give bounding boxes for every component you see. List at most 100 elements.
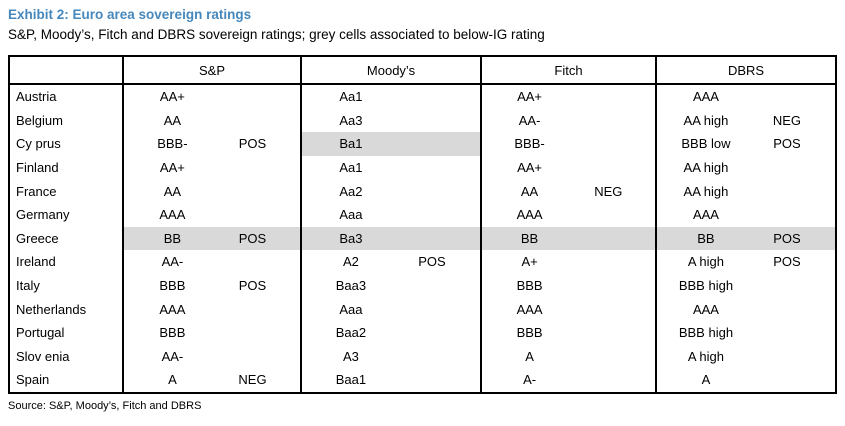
rating-value: AA bbox=[163, 183, 182, 199]
agency-cell: AA+ bbox=[480, 85, 655, 109]
agency-cell: Aa1 bbox=[300, 85, 480, 109]
rating-value: BBB high bbox=[678, 325, 734, 341]
rating-value: Aa2 bbox=[339, 183, 363, 199]
outlook-value: NEG bbox=[594, 183, 623, 199]
rating-value: Ba3 bbox=[339, 230, 363, 246]
agency-cell: AAA bbox=[655, 202, 835, 227]
rating-value: AAA bbox=[516, 207, 543, 223]
country-cell: Netherlands bbox=[16, 301, 87, 317]
country-cell: Cy prus bbox=[16, 136, 61, 152]
rating-value: AAA bbox=[692, 89, 719, 105]
outlook-value: POS bbox=[418, 254, 446, 270]
agency-cell: AAA bbox=[122, 202, 300, 227]
rating-value: Baa3 bbox=[335, 278, 367, 294]
rating-value: A3 bbox=[342, 348, 359, 364]
agency-cell: Baa1 bbox=[300, 368, 480, 392]
agency-cell: AA- bbox=[480, 108, 655, 133]
outlook-value: NEG bbox=[772, 112, 802, 128]
agency-cell: BBB high bbox=[655, 273, 835, 298]
country-cell: Slov enia bbox=[16, 348, 70, 364]
table-row: Ireland AA- A2 POS A+ A high POS bbox=[10, 250, 835, 274]
agency-cell: AA NEG bbox=[480, 179, 655, 203]
agency-cell: A- bbox=[480, 368, 655, 392]
agency-cell: BBB low POS bbox=[655, 132, 835, 156]
rating-value: AA high bbox=[683, 183, 729, 199]
agency-cell: Ba1 bbox=[300, 132, 480, 156]
table-row: Spain A NEG Baa1 A- A bbox=[10, 368, 835, 392]
agency-cell: BB bbox=[480, 226, 655, 251]
rating-value: BBB bbox=[516, 278, 543, 294]
rating-value: BBB low bbox=[681, 136, 731, 152]
table-body: Austria AA+ Aa1 AA+ AAA Belgium AA Aa3 A… bbox=[10, 85, 835, 392]
agency-cell: AA bbox=[122, 108, 300, 133]
agency-cell: BBB bbox=[480, 273, 655, 298]
agency-cell: A bbox=[480, 344, 655, 369]
rating-value: AAA bbox=[159, 301, 186, 317]
rating-value: A high bbox=[687, 348, 725, 364]
outlook-value: POS bbox=[238, 136, 267, 152]
rating-value: Baa2 bbox=[335, 325, 367, 341]
country-cell: Ireland bbox=[16, 254, 56, 270]
agency-cell: BB POS bbox=[122, 226, 300, 251]
agency-cell: AAA bbox=[655, 297, 835, 321]
source-note: Source: S&P, Moody’s, Fitch and DBRS bbox=[8, 400, 202, 412]
agency-cell: Baa3 bbox=[300, 273, 480, 298]
agency-cell: AA- bbox=[122, 250, 300, 274]
outlook-value: POS bbox=[773, 254, 801, 270]
rating-value: A- bbox=[523, 372, 537, 388]
rating-value: A bbox=[701, 372, 711, 388]
agency-cell: AA high bbox=[655, 179, 835, 203]
rating-value: Baa1 bbox=[335, 372, 367, 388]
agency-cell: AAA bbox=[655, 85, 835, 109]
rating-value: A high bbox=[687, 254, 725, 270]
agency-cell: AA- bbox=[122, 344, 300, 369]
country-cell: Greece bbox=[16, 230, 59, 246]
rating-value: A+ bbox=[521, 254, 538, 270]
outlook-value: POS bbox=[773, 136, 801, 152]
outlook-value: POS bbox=[238, 230, 267, 246]
rating-value: BBB bbox=[159, 325, 186, 341]
agency-cell: A high bbox=[655, 344, 835, 369]
rating-value: Ba1 bbox=[339, 136, 363, 152]
country-cell: Portugal bbox=[16, 325, 65, 341]
rating-value: AA+ bbox=[159, 160, 185, 176]
rating-value: BBB high bbox=[678, 278, 734, 294]
agency-cell: A NEG bbox=[122, 368, 300, 392]
agency-cell: A2 POS bbox=[300, 250, 480, 274]
column-header-moodys: Moody’s bbox=[300, 57, 480, 84]
agency-cell: A bbox=[655, 368, 835, 392]
page-title: Exhibit 2: Euro area sovereign ratings bbox=[8, 7, 252, 22]
table-row: France AA Aa2 AA NEG AA high bbox=[10, 179, 835, 203]
agency-cell: AA+ bbox=[480, 155, 655, 180]
page-subtitle: S&P, Moody’s, Fitch and DBRS sovereign r… bbox=[8, 27, 545, 42]
country-cell: Austria bbox=[16, 89, 57, 105]
rating-value: Aaa bbox=[339, 301, 363, 317]
rating-value: Aa1 bbox=[339, 89, 363, 105]
country-cell: Belgium bbox=[16, 112, 63, 128]
rating-value: Aaa bbox=[339, 207, 363, 223]
agency-cell: AA high bbox=[655, 155, 835, 180]
agency-cell: AA bbox=[122, 179, 300, 203]
country-cell: France bbox=[16, 183, 57, 199]
rating-value: Aa1 bbox=[339, 160, 363, 176]
agency-cell: AAA bbox=[480, 297, 655, 321]
ratings-table: S&P Moody’s Fitch DBRS Austria AA+ Aa1 A… bbox=[8, 55, 837, 394]
agency-cell: BBB bbox=[122, 320, 300, 345]
agency-cell: Baa2 bbox=[300, 320, 480, 345]
agency-cell: BB POS bbox=[655, 226, 835, 251]
agency-cell: Aa1 bbox=[300, 155, 480, 180]
rating-value: AA- bbox=[518, 112, 541, 128]
rating-value: BBB bbox=[159, 278, 186, 294]
column-header-fitch: Fitch bbox=[480, 57, 655, 84]
agency-cell: A3 bbox=[300, 344, 480, 369]
rating-value: A bbox=[168, 372, 177, 388]
rating-value: BBB bbox=[516, 325, 543, 341]
rating-value: BB bbox=[163, 230, 182, 246]
rating-value: AA- bbox=[161, 348, 184, 364]
agency-cell: A high POS bbox=[655, 250, 835, 274]
table-row: Austria AA+ Aa1 AA+ AAA bbox=[10, 85, 835, 109]
agency-cell: A+ bbox=[480, 250, 655, 274]
rating-value: AAA bbox=[692, 301, 719, 317]
agency-cell: BBB- POS bbox=[122, 132, 300, 156]
rating-value: AA- bbox=[161, 254, 184, 270]
